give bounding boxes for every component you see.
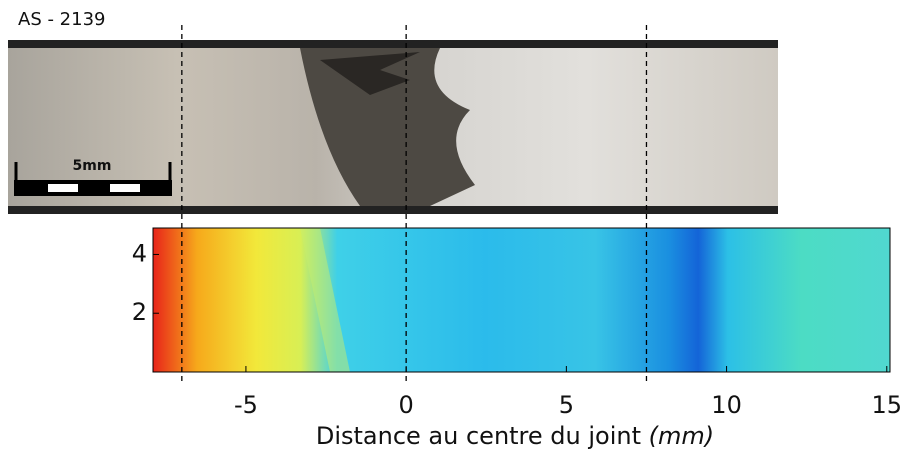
x-axis-label: Distance au centre du joint (mm): [316, 422, 714, 450]
x-tick-label: 15: [872, 391, 901, 419]
heatmap: [152, 227, 891, 373]
x-tick-label: 5: [559, 391, 574, 419]
x-tick-label: 10: [711, 391, 742, 419]
x-axis-unit: (mm): [649, 422, 714, 450]
x-tick-label: 0: [399, 391, 414, 419]
x-tick-label: -5: [234, 391, 258, 419]
x-axis-label-text: Distance au centre du joint: [316, 422, 641, 450]
y-tick-label: 2: [132, 298, 147, 326]
figure-title: AS - 2139: [18, 9, 106, 30]
scale-bar-label: 5mm: [73, 158, 112, 174]
scale-bar: 5mm: [14, 158, 172, 196]
y-tick-label: 4: [132, 239, 147, 267]
